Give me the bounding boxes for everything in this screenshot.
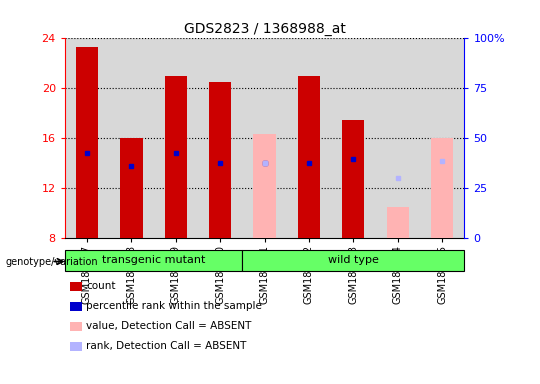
Bar — [387, 207, 409, 238]
Text: rank, Detection Call = ABSENT: rank, Detection Call = ABSENT — [86, 341, 247, 351]
Text: wild type: wild type — [328, 255, 379, 265]
Bar — [209, 82, 231, 238]
Bar — [431, 138, 453, 238]
Title: GDS2823 / 1368988_at: GDS2823 / 1368988_at — [184, 22, 346, 36]
Bar — [298, 76, 320, 238]
Bar — [165, 76, 187, 238]
Bar — [342, 119, 365, 238]
Text: value, Detection Call = ABSENT: value, Detection Call = ABSENT — [86, 321, 252, 331]
Bar — [242, 250, 464, 271]
Text: count: count — [86, 281, 116, 291]
Bar — [65, 250, 242, 271]
Text: genotype/variation: genotype/variation — [5, 257, 98, 267]
Text: transgenic mutant: transgenic mutant — [102, 255, 205, 265]
Bar — [120, 138, 143, 238]
Bar — [253, 134, 276, 238]
Text: percentile rank within the sample: percentile rank within the sample — [86, 301, 262, 311]
Bar — [76, 47, 98, 238]
